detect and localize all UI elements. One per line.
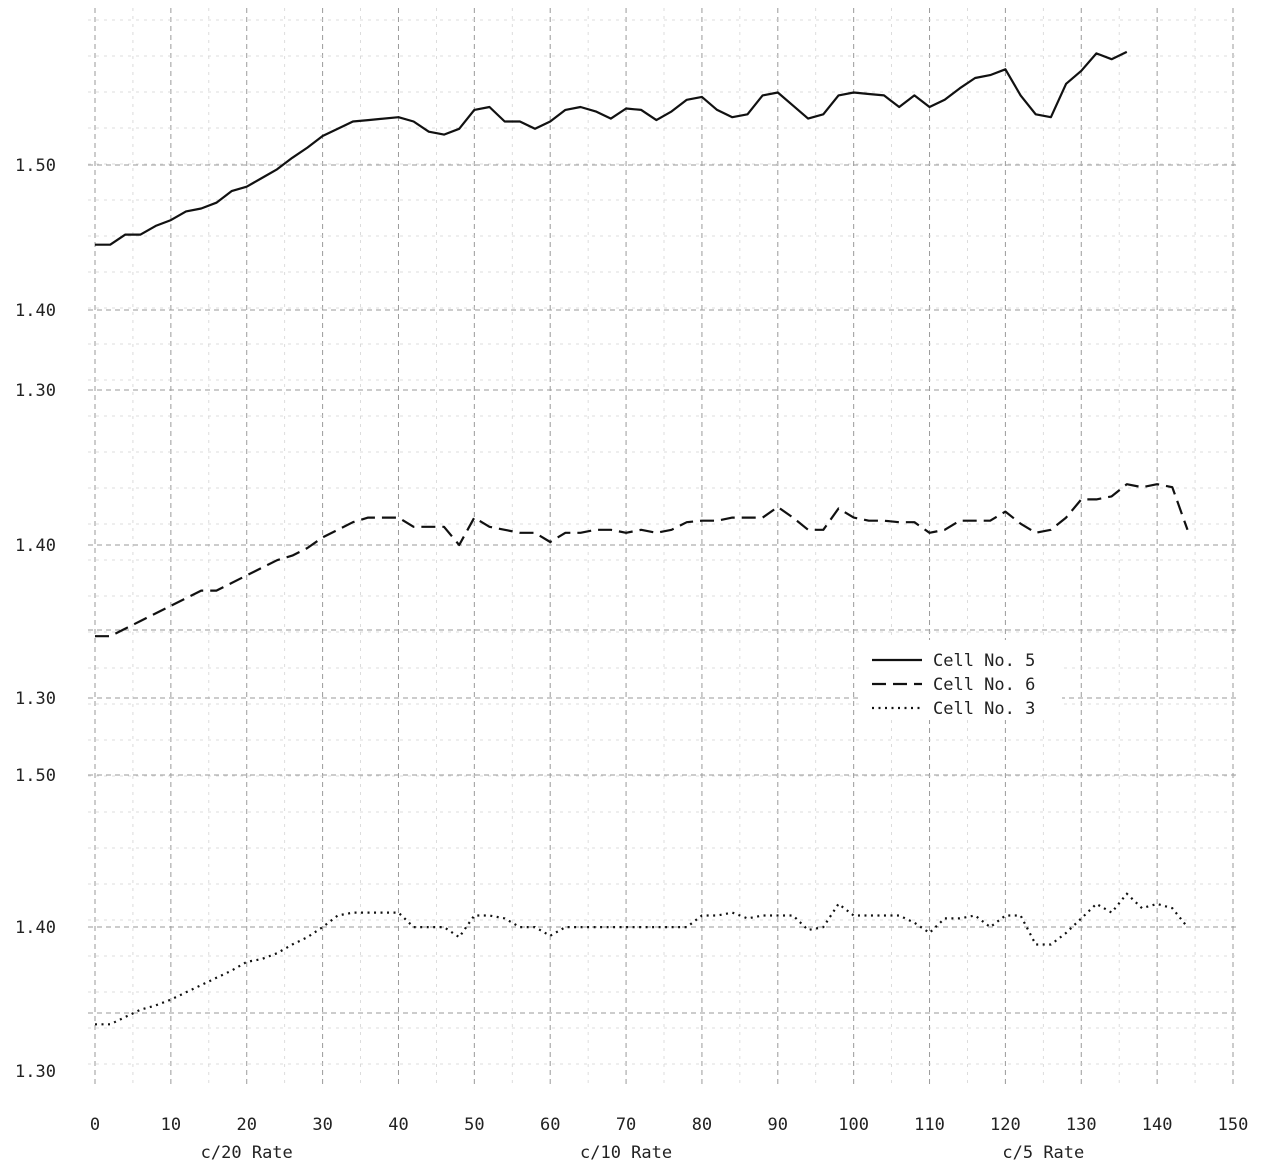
series-cell-no-3	[95, 892, 1189, 1026]
y-tick-label: 1.30	[15, 689, 56, 709]
x-tick-label: 70	[616, 1115, 636, 1135]
x-tick-label: 50	[464, 1115, 484, 1135]
rate-labels: c/20 Rate c/10 Rate c/5 Rate	[201, 1143, 1085, 1163]
y-tick-label: 1.30	[15, 1062, 56, 1082]
x-tick-label: 90	[768, 1115, 788, 1135]
y-tick-label: 1.30	[15, 381, 56, 401]
legend: Cell No. 5 Cell No. 6 Cell No. 3	[862, 640, 1062, 720]
rate-label: c/5 Rate	[1002, 1143, 1084, 1163]
x-tick-label: 130	[1066, 1115, 1097, 1135]
x-tick-labels: 0 10 20 30 40 50 60 70 80 90 100 110 120 130 140 150	[90, 1115, 1248, 1135]
legend-label: Cell No. 3	[933, 699, 1035, 719]
series-cell-no-5	[95, 50, 1128, 246]
x-tick-label: 140	[1142, 1115, 1173, 1135]
y-tick-label: 1.50	[15, 156, 56, 176]
y-tick-label: 1.40	[15, 536, 56, 556]
x-tick-label: 150	[1218, 1115, 1249, 1135]
rate-label: c/20 Rate	[201, 1143, 293, 1163]
legend-label: Cell No. 5	[933, 651, 1035, 671]
x-tick-label: 110	[914, 1115, 945, 1135]
x-tick-label: 40	[388, 1115, 408, 1135]
x-tick-label: 100	[838, 1115, 869, 1135]
x-tick-label: 0	[90, 1115, 100, 1135]
y-tick-label: 1.40	[15, 301, 56, 321]
y-tick-labels: 1.40 1.50 1.30 1.40 1.30 1.40 1.50 1.30	[15, 156, 56, 1082]
y-tick-label: 1.50	[15, 766, 56, 786]
x-tick-label: 30	[312, 1115, 332, 1135]
x-tick-label: 80	[692, 1115, 712, 1135]
y-tick-label: 1.40	[15, 918, 56, 938]
series-cell-no-6	[95, 483, 1189, 638]
x-tick-label: 20	[236, 1115, 256, 1135]
grid	[88, 8, 1240, 1088]
x-tick-label: 10	[161, 1115, 181, 1135]
series-lines	[95, 50, 1189, 1026]
legend-label: Cell No. 6	[933, 675, 1035, 695]
x-tick-label: 120	[990, 1115, 1021, 1135]
x-tick-label: 60	[540, 1115, 560, 1135]
rate-label: c/10 Rate	[580, 1143, 672, 1163]
legend-background	[862, 640, 1062, 720]
